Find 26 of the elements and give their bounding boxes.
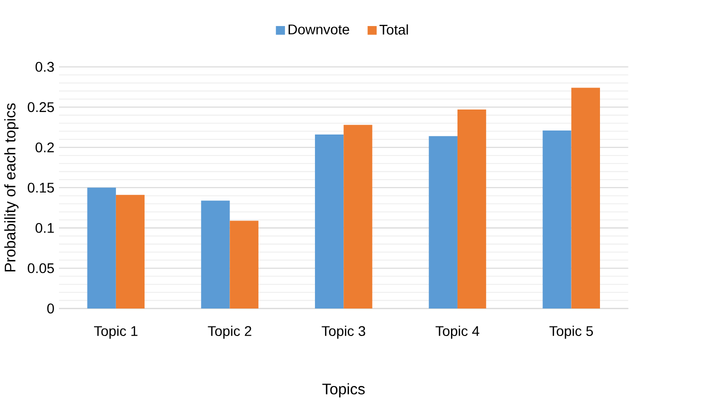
x-axis-title: Topics	[322, 383, 365, 398]
bar	[344, 125, 372, 309]
y-tick-label: 0.3	[36, 62, 54, 72]
x-tick-label: Topic 1	[94, 326, 138, 339]
bar	[542, 130, 572, 309]
y-tick-label: 0	[47, 304, 54, 314]
y-tick-label: 0.15	[28, 182, 54, 193]
bar	[314, 134, 344, 309]
legend-label: Total	[380, 24, 408, 35]
bar	[87, 188, 116, 309]
y-tick-label: 0.25	[28, 102, 54, 112]
bar	[571, 88, 600, 309]
x-tick-label: Topic 4	[436, 326, 480, 339]
legend-label: Downvote	[288, 24, 350, 35]
bar	[457, 110, 486, 309]
x-tick-label: Topic 5	[549, 326, 593, 339]
y-tick-label: 0.05	[28, 263, 54, 274]
bar	[428, 136, 458, 309]
x-tick-label: Topic 3	[322, 326, 366, 339]
x-tick-label: Topic 2	[208, 326, 252, 339]
y-tick-label: 0.1	[36, 223, 54, 234]
y-axis-title: Probability of each topics	[4, 103, 18, 272]
bar	[230, 220, 258, 309]
bar	[116, 195, 145, 309]
y-tick-label: 0.2	[36, 142, 54, 153]
bar	[201, 200, 230, 309]
